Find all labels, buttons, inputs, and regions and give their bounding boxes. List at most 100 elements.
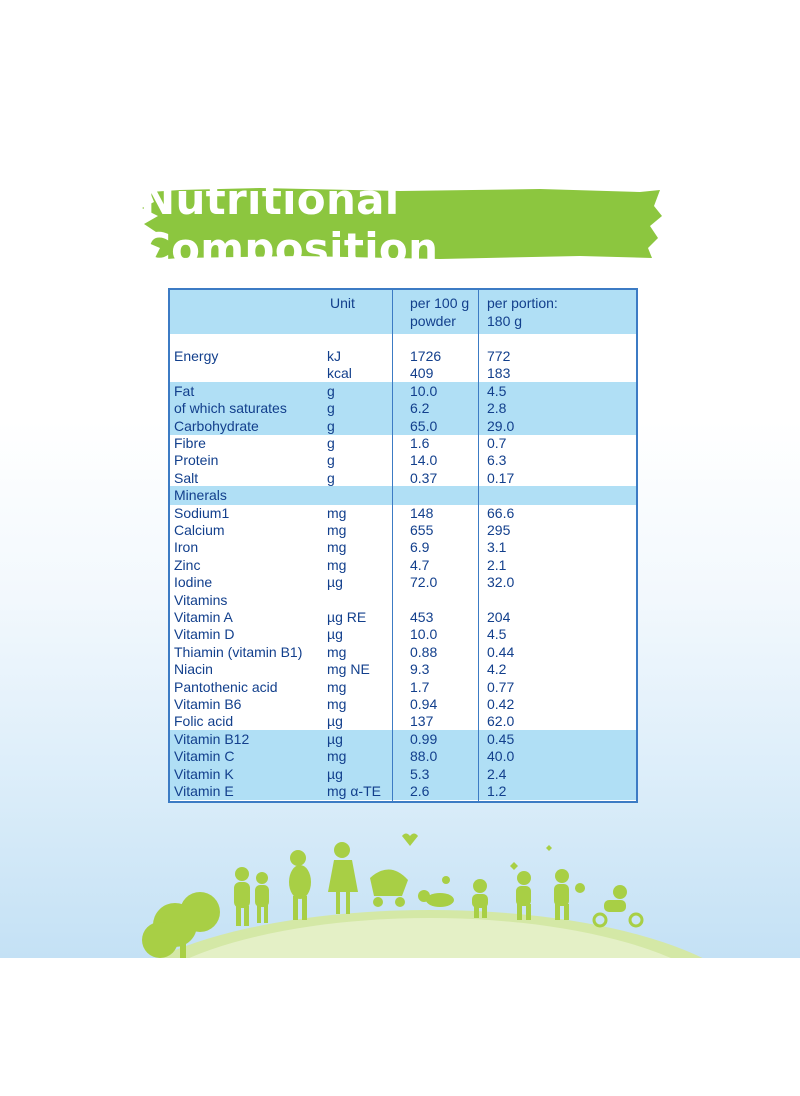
table-cell-portion: 3.1 [487,539,507,556]
nutrition-table: Unit per 100 g powder per portion: 180 g En… [168,288,638,803]
table-cell-label: Vitamin B12 [174,730,250,747]
table-cell-portion: 1.2 [487,783,507,799]
table-cell-unit: mg NE [327,661,370,678]
table-cell-per100: 0.99 [410,730,438,747]
table-cell-per100: 10.0 [410,382,438,399]
row-highlight-band [170,290,636,334]
column-divider [478,290,479,801]
table-cell-unit: mg [327,643,347,660]
table-cell-label: Calcium [174,522,225,538]
table-cell-unit: g [327,469,335,486]
row-highlight-band [170,486,636,505]
table-cell-per100: 1.7 [410,678,430,695]
table-cell-label: Niacin [174,661,213,678]
table-cell-unit: mg [327,522,347,538]
table-cell-unit: µg RE [327,609,367,625]
table-cell-unit: g [327,400,335,417]
table-cell-unit: g [327,435,335,451]
table-cell-label: Thiamin (vitamin B1) [174,643,303,660]
table-cell-portion: 0.45 [487,730,515,747]
table-cell-unit: kcal [327,365,352,382]
table-cell-per100: 409 [410,365,434,382]
table-cell-portion: 66.6 [487,504,515,521]
table-cell-label: Vitamin E [174,783,234,799]
table-cell-portion: 29.0 [487,417,515,434]
table-cell-portion: 0.17 [487,469,515,486]
table-cell-per100: 72.0 [410,574,438,591]
table-cell-unit: µg [327,765,343,782]
table-cell-unit: g [327,382,335,399]
column-divider [392,290,393,801]
table-cell-portion: 40.0 [487,748,515,765]
hill-scene [142,833,703,958]
table-cell-per100: 10.0 [410,626,438,643]
table-cell-per100: 88.0 [410,748,438,765]
column-header-portion: per portion: 180 g [487,295,558,329]
table-cell-label: Vitamins [174,591,228,608]
page-title: Nutritional Composition [140,175,439,273]
table-cell-portion: 183 [487,365,511,382]
table-cell-label: Vitamin B6 [174,696,242,712]
table-cell-portion: 2.8 [487,400,507,417]
table-cell-unit: mg [327,556,347,573]
brush-stroke-shape [142,188,662,260]
table-cell-per100: 14.0 [410,452,438,469]
row-highlight-band [170,381,636,435]
table-cell-label: of which saturates [174,400,287,417]
table-cell-portion: 62.0 [487,713,515,730]
table-cell-portion: 0.7 [487,435,507,451]
table-cell-per100: 148 [410,504,434,521]
table-cell-per100: 137 [410,713,434,730]
column-header-unit: Unit [330,295,355,311]
table-cell-label: Iodine [174,574,213,591]
table-cell-label: Vitamin A [174,609,233,625]
table-cell-label: Pantothenic acid [174,678,278,695]
table-cell-unit: kJ [327,348,341,364]
table-cell-portion: 2.4 [487,765,507,782]
table-cell-portion: 204 [487,609,511,625]
table-cell-per100: 655 [410,522,434,538]
table-cell-per100: 2.6 [410,783,430,799]
table-cell-unit: mg α-TE [327,783,381,799]
table-cell-unit: µg [327,626,343,643]
table-cell-portion: 32.0 [487,574,515,591]
table-cell-label: Fat [174,382,195,399]
table-cell-label: Carbohydrate [174,417,259,434]
table-cell-per100: 453 [410,609,434,625]
title-banner: Nutritional Composition [140,175,664,273]
table-cell-per100: 0.88 [410,643,438,660]
table-cell-per100: 65.0 [410,417,438,434]
table-cell-unit: µg [327,574,343,591]
table-cell-portion: 4.2 [487,661,507,678]
table-cell-per100: 6.9 [410,539,430,556]
table-cell-label: Protein [174,452,219,469]
table-cell-portion: 6.3 [487,452,507,469]
table-cell-per100: 9.3 [410,661,430,678]
table-cell-label: Vitamin D [174,626,235,643]
table-cell-per100: 6.2 [410,400,430,417]
table-cell-per100: 5.3 [410,765,430,782]
table-cell-portion: 2.1 [487,556,507,573]
table-cell-unit: mg [327,504,347,521]
table-cell-per100: 0.37 [410,469,438,486]
column-header-per100: per 100 g powder [410,295,470,329]
table-cell-per100: 1726 [410,348,442,364]
table-cell-unit: mg [327,696,347,712]
table-cell-unit: µg [327,730,343,747]
row-highlight-band [170,729,636,801]
table-cell-portion: 772 [487,348,511,364]
table-cell-portion: 295 [487,522,511,538]
table-cell-portion: 4.5 [487,382,507,399]
table-cell-per100: 0.94 [410,696,438,712]
table-cell-label: Iron [174,539,199,556]
table-cell-label: Folic acid [174,713,234,730]
table-cell-portion: 0.77 [487,678,515,695]
table-cell-label: Minerals [174,487,227,504]
table-cell-label: Vitamin K [174,765,234,782]
table-cell-unit: g [327,417,335,434]
table-cell-portion: 4.5 [487,626,507,643]
table-cell-unit: g [327,452,335,469]
table-cell-label: Energy [174,348,219,364]
table-cell-unit: mg [327,539,347,556]
table-cell-per100: 1.6 [410,435,430,451]
